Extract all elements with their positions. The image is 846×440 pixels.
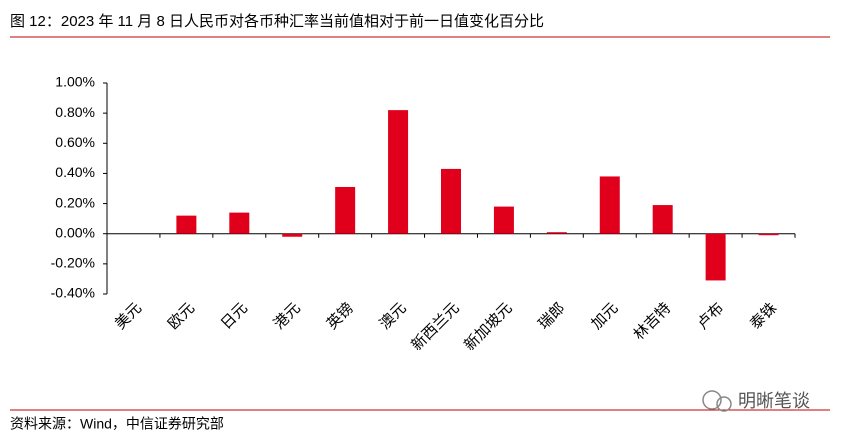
bar bbox=[652, 205, 673, 234]
bar bbox=[546, 232, 567, 234]
y-tick-label: 0.80% bbox=[55, 104, 95, 120]
x-tick-label: 英镑 bbox=[323, 299, 357, 333]
watermark: 明晰笔谈 bbox=[738, 391, 810, 411]
bar bbox=[335, 186, 356, 234]
x-tick-label: 新加坡元 bbox=[461, 300, 515, 354]
bar bbox=[282, 233, 303, 237]
chart-title: 图 12：2023 年 11 月 8 日人民币对各币种汇率当前值相对于前一日值变… bbox=[10, 13, 544, 30]
x-tick-label: 新西兰元 bbox=[408, 300, 462, 354]
bar bbox=[388, 110, 409, 234]
bar bbox=[176, 215, 197, 234]
y-tick-label: 1.00% bbox=[55, 74, 95, 90]
x-tick-label: 日元 bbox=[218, 300, 251, 333]
y-tick-label: -0.20% bbox=[51, 255, 95, 271]
bar bbox=[599, 176, 620, 234]
x-tick-label: 卢布 bbox=[694, 300, 727, 333]
x-tick-label: 澳元 bbox=[376, 300, 409, 333]
y-tick-label: 0.20% bbox=[55, 194, 95, 210]
watermark-logo bbox=[702, 390, 732, 412]
y-tick-label: -0.40% bbox=[51, 285, 95, 301]
bar bbox=[441, 168, 461, 234]
x-tick-label: 港元 bbox=[271, 300, 304, 333]
bar bbox=[705, 233, 726, 281]
source-note: 资料来源：Wind，中信证券研究部 bbox=[10, 416, 224, 432]
x-tick-label: 泰铢 bbox=[747, 300, 780, 333]
y-tick-label: 0.60% bbox=[55, 134, 95, 150]
x-tick-label: 加元 bbox=[588, 300, 621, 333]
x-tick-label: 林吉特 bbox=[630, 300, 674, 344]
y-tick-label: 0.40% bbox=[55, 164, 95, 180]
bar bbox=[493, 206, 514, 234]
x-tick-label: 美元 bbox=[112, 300, 145, 333]
y-tick-label: 0.00% bbox=[55, 224, 95, 240]
x-tick-label: 欧元 bbox=[165, 300, 198, 333]
bar bbox=[229, 212, 250, 234]
x-tick-label: 瑞郎 bbox=[535, 300, 568, 333]
bar bbox=[758, 233, 779, 236]
